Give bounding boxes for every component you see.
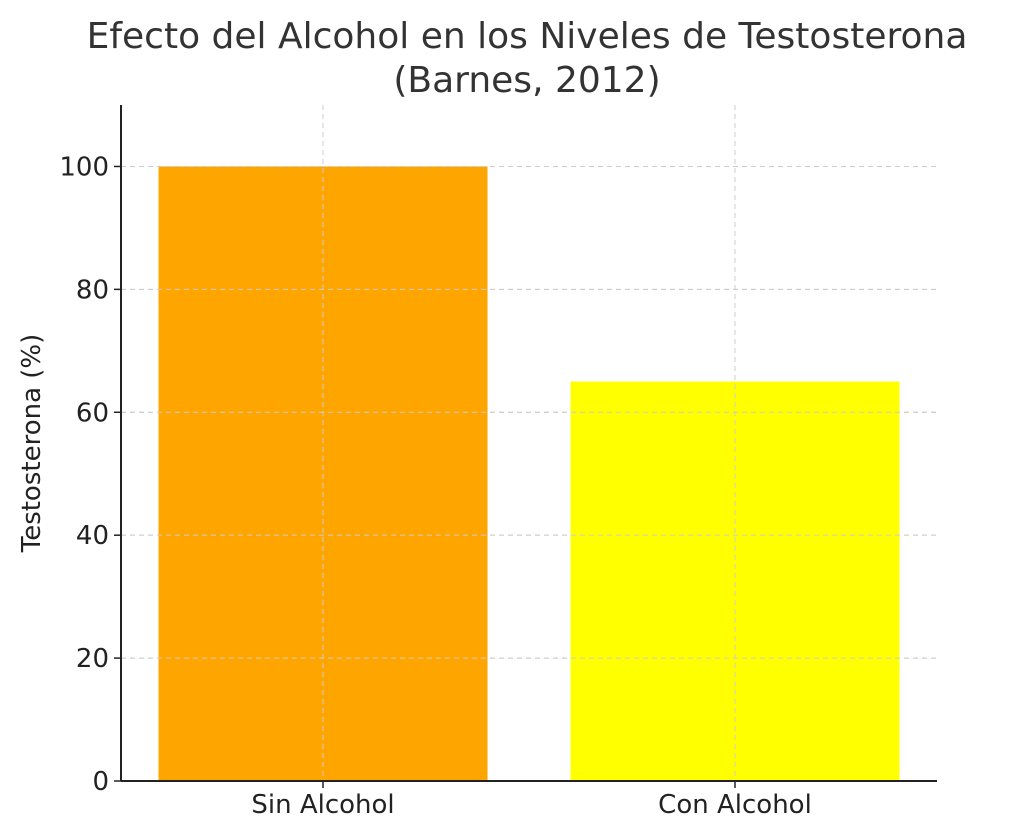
x-tick-label-1: Con Alcohol bbox=[658, 790, 812, 820]
chart-title-line-2: (Barnes, 2012) bbox=[393, 60, 660, 101]
y-tick-label-20: 20 bbox=[76, 644, 109, 674]
chart-title-line-1: Efecto del Alcohol en los Niveles de Tes… bbox=[87, 16, 968, 57]
bars bbox=[121, 105, 937, 782]
axes bbox=[114, 105, 937, 788]
y-tick-label-40: 40 bbox=[76, 521, 109, 551]
x-tick-label-0: Sin Alcohol bbox=[251, 790, 394, 820]
y-tick-label-100: 100 bbox=[59, 152, 109, 182]
y-tick-label-60: 60 bbox=[76, 398, 109, 428]
y-axis-label: Testosterona (%) bbox=[17, 334, 47, 554]
tick-labels: 0 20 40 60 80 100 Sin Alcohol Con Alcohol bbox=[59, 152, 811, 820]
y-tick-label-0: 0 bbox=[92, 767, 109, 797]
y-tick-label-80: 80 bbox=[76, 275, 109, 305]
